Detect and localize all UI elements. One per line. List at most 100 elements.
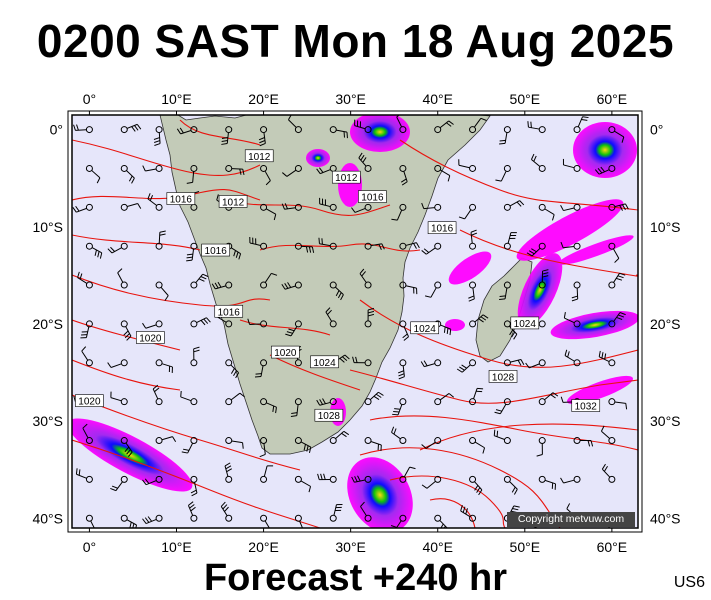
wind-barb xyxy=(190,273,209,289)
wind-barb xyxy=(285,320,302,337)
lon-tick-top: 60°E xyxy=(597,91,628,107)
isobar-label: 1012 xyxy=(244,149,274,163)
wind-barb xyxy=(351,203,372,213)
wind-barb xyxy=(120,320,132,341)
wind-barb xyxy=(503,358,525,367)
isobar-label-text: 1016 xyxy=(170,195,193,206)
wind-barb xyxy=(391,426,407,445)
wind-barb xyxy=(434,120,454,134)
wind-barb xyxy=(225,437,244,449)
wind-barb xyxy=(598,350,616,367)
wind-barb xyxy=(608,126,625,143)
wind-barb xyxy=(359,268,372,289)
longitude-ticks-top: 0° 10°E 20°E 30°E 40°E 50°E 60°E xyxy=(83,91,627,115)
wind-barb xyxy=(110,391,128,406)
isobar-label: 1016 xyxy=(166,192,196,206)
wind-barb xyxy=(538,269,549,289)
isobar-label: 1012 xyxy=(218,195,248,208)
wind-barb xyxy=(155,359,173,373)
wind-barb xyxy=(247,318,268,328)
isobar-label: 1024 xyxy=(310,355,339,369)
isobar-label: 1028 xyxy=(488,370,518,383)
wind-barb xyxy=(358,152,372,172)
wind-barb xyxy=(530,153,546,172)
wind-barb xyxy=(142,514,163,524)
wind-barb xyxy=(503,232,517,250)
wind-barb xyxy=(560,203,581,212)
wind-barb xyxy=(329,504,343,522)
wind-barb xyxy=(260,203,277,221)
lon-tick-bottom: 0° xyxy=(83,539,96,555)
wind-barb xyxy=(469,437,486,454)
wind-barb xyxy=(225,359,240,379)
wind-barb xyxy=(601,463,616,483)
lon-tick-top: 20°E xyxy=(248,91,279,107)
isobar-label-text: 1024 xyxy=(514,319,537,330)
wind-barb xyxy=(391,203,407,221)
wind-barb xyxy=(469,117,487,134)
wind-barb xyxy=(319,197,337,211)
wind-barb xyxy=(499,281,511,300)
wind-barb xyxy=(352,356,372,367)
latitude-ticks-right: 0° 10°S 20°S 30°S 40°S xyxy=(650,122,681,527)
wind-barb xyxy=(360,501,372,522)
wind-barb xyxy=(494,398,511,415)
lon-tick-top: 10°E xyxy=(161,91,192,107)
wind-barb xyxy=(460,505,477,522)
lat-tick-right: 30°S xyxy=(650,413,681,429)
wind-barb xyxy=(389,514,407,528)
wind-barb xyxy=(281,164,302,177)
isobar-label-text: 1024 xyxy=(414,324,437,335)
lon-tick-top: 0° xyxy=(83,91,96,107)
wind-barb xyxy=(469,387,484,406)
wind-barb xyxy=(317,473,337,483)
wind-barb xyxy=(458,203,477,220)
wind-barb xyxy=(420,359,442,368)
wind-barb xyxy=(142,320,163,329)
wind-barb xyxy=(434,514,448,528)
region-code: US6 xyxy=(673,574,705,591)
wind-barb xyxy=(608,272,626,289)
wind-barb xyxy=(190,346,200,367)
wind-barb xyxy=(82,423,93,445)
wind-barb xyxy=(503,475,518,495)
wind-barb xyxy=(329,430,350,445)
wind-barb xyxy=(503,200,525,211)
wind-barb xyxy=(181,437,198,454)
wind-barb xyxy=(571,281,581,302)
wind-barb xyxy=(469,229,478,250)
isobar-label: 1012 xyxy=(331,170,361,184)
wind-barb xyxy=(525,359,546,369)
wind-barb xyxy=(155,281,169,301)
wind-barb xyxy=(421,437,442,449)
wind-barb xyxy=(421,242,442,255)
wind-barb xyxy=(573,116,589,134)
wind-barb xyxy=(225,242,242,260)
wind-barb xyxy=(260,272,278,289)
wind-barb xyxy=(364,391,384,406)
wind-barb xyxy=(221,126,233,145)
wind-barb xyxy=(294,437,312,454)
isobar-label: 1016 xyxy=(214,304,244,318)
wind-barb xyxy=(458,159,477,172)
wind-barb xyxy=(281,281,302,290)
wind-barb xyxy=(186,242,198,262)
isobar-label: 1024 xyxy=(410,321,439,335)
wind-barb xyxy=(421,475,442,489)
wind-barb xyxy=(176,126,198,135)
copyright-notice: Copyright metvuw.com xyxy=(507,512,635,527)
wind-barb xyxy=(364,437,382,452)
wind-barb xyxy=(110,475,128,492)
wind-barb xyxy=(560,241,581,250)
isobar-label-text: 1028 xyxy=(318,411,341,422)
wind-barb xyxy=(180,390,198,406)
lat-tick-left: 30°S xyxy=(32,413,63,429)
lat-tick-right: 10°S xyxy=(650,219,681,235)
isobar-label-text: 1012 xyxy=(248,152,271,163)
wind-barb xyxy=(190,317,211,328)
wind-barb xyxy=(499,126,511,145)
isobar-label: 1020 xyxy=(271,345,300,359)
wind-barb xyxy=(329,126,348,139)
lat-tick-right: 0° xyxy=(650,122,663,138)
